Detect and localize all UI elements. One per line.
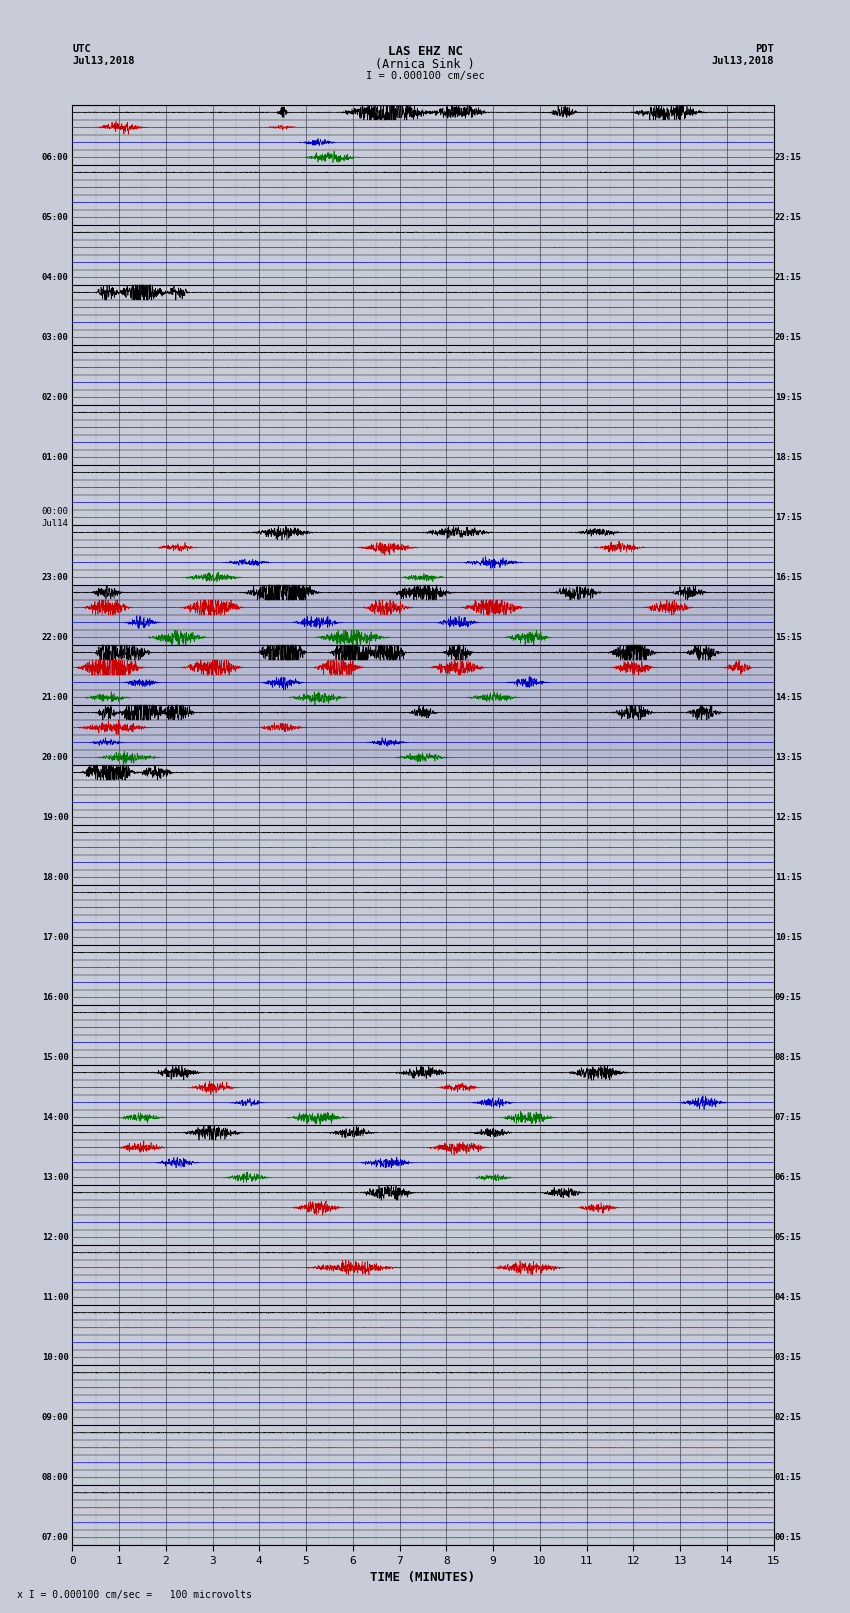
Text: 17:00: 17:00: [42, 932, 69, 942]
Text: 10:00: 10:00: [42, 1353, 69, 1363]
Text: 06:15: 06:15: [775, 1173, 802, 1182]
Text: 19:15: 19:15: [775, 394, 802, 402]
Text: 14:00: 14:00: [42, 1113, 69, 1123]
Text: 18:15: 18:15: [775, 453, 802, 461]
Text: 20:15: 20:15: [775, 332, 802, 342]
Text: 02:00: 02:00: [42, 394, 69, 402]
Text: 17:15: 17:15: [775, 513, 802, 523]
Text: LAS EHZ NC: LAS EHZ NC: [388, 45, 462, 58]
Text: 12:15: 12:15: [775, 813, 802, 823]
Text: 21:15: 21:15: [775, 273, 802, 282]
Text: 01:15: 01:15: [775, 1473, 802, 1482]
Text: 09:00: 09:00: [42, 1413, 69, 1423]
Text: 16:00: 16:00: [42, 994, 69, 1002]
Text: 16:15: 16:15: [775, 573, 802, 582]
Text: 04:15: 04:15: [775, 1294, 802, 1302]
Text: 01:00: 01:00: [42, 453, 69, 461]
Text: Jul14: Jul14: [42, 519, 69, 527]
Text: Jul13,2018: Jul13,2018: [711, 56, 774, 66]
Text: 07:00: 07:00: [42, 1534, 69, 1542]
Text: 04:00: 04:00: [42, 273, 69, 282]
Text: 09:15: 09:15: [775, 994, 802, 1002]
Text: 18:00: 18:00: [42, 873, 69, 882]
Text: 07:15: 07:15: [775, 1113, 802, 1123]
Text: 05:15: 05:15: [775, 1234, 802, 1242]
Text: x I = 0.000100 cm/sec =   100 microvolts: x I = 0.000100 cm/sec = 100 microvolts: [17, 1590, 252, 1600]
Text: (Arnica Sink ): (Arnica Sink ): [375, 58, 475, 71]
Text: 20:00: 20:00: [42, 753, 69, 761]
Text: 22:00: 22:00: [42, 632, 69, 642]
Bar: [72, 586, 774, 765]
Text: 08:15: 08:15: [775, 1053, 802, 1061]
Text: 19:00: 19:00: [42, 813, 69, 823]
Text: 06:00: 06:00: [42, 153, 69, 161]
Text: 21:00: 21:00: [42, 694, 69, 702]
X-axis label: TIME (MINUTES): TIME (MINUTES): [371, 1571, 475, 1584]
Text: 03:00: 03:00: [42, 332, 69, 342]
Text: 23:00: 23:00: [42, 573, 69, 582]
Text: 03:15: 03:15: [775, 1353, 802, 1363]
Text: 23:15: 23:15: [775, 153, 802, 161]
Text: 02:15: 02:15: [775, 1413, 802, 1423]
Text: 13:15: 13:15: [775, 753, 802, 761]
Text: 00:15: 00:15: [775, 1534, 802, 1542]
Text: 10:15: 10:15: [775, 932, 802, 942]
Text: 00:00: 00:00: [42, 506, 69, 516]
Text: 15:15: 15:15: [775, 632, 802, 642]
Text: 08:00: 08:00: [42, 1473, 69, 1482]
Text: I = 0.000100 cm/sec: I = 0.000100 cm/sec: [366, 71, 484, 81]
Text: 15:00: 15:00: [42, 1053, 69, 1061]
Text: 12:00: 12:00: [42, 1234, 69, 1242]
Text: 11:15: 11:15: [775, 873, 802, 882]
Text: 13:00: 13:00: [42, 1173, 69, 1182]
Text: 05:00: 05:00: [42, 213, 69, 223]
Text: UTC: UTC: [72, 44, 91, 53]
Text: Jul13,2018: Jul13,2018: [72, 56, 135, 66]
Text: 11:00: 11:00: [42, 1294, 69, 1302]
Text: PDT: PDT: [755, 44, 774, 53]
Text: 14:15: 14:15: [775, 694, 802, 702]
Text: 22:15: 22:15: [775, 213, 802, 223]
